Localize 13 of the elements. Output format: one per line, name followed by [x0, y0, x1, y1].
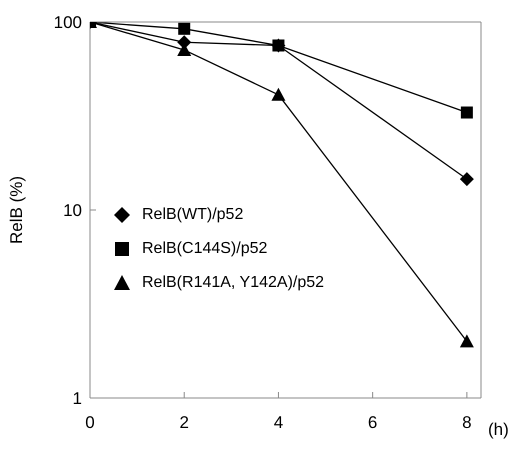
x-tick-label: 4 — [274, 413, 284, 432]
y-tick-label: 10 — [63, 201, 82, 220]
legend-label: RelB(WT)/p52 — [142, 206, 244, 224]
x-tick-label: 8 — [462, 413, 472, 432]
y-tick-label: 1 — [72, 389, 82, 408]
x-axis-title: (h) — [488, 420, 509, 440]
legend-label: RelB(R141A, Y142A)/p52 — [142, 274, 324, 292]
y-axis-title: RelB (%) — [7, 176, 26, 244]
x-tick-label: 2 — [179, 413, 189, 432]
y-tick-label: 100 — [54, 13, 82, 32]
legend-label: RelB(C144S)/p52 — [142, 240, 268, 258]
x-tick-label: 6 — [368, 413, 378, 432]
x-tick-label: 0 — [85, 413, 95, 432]
